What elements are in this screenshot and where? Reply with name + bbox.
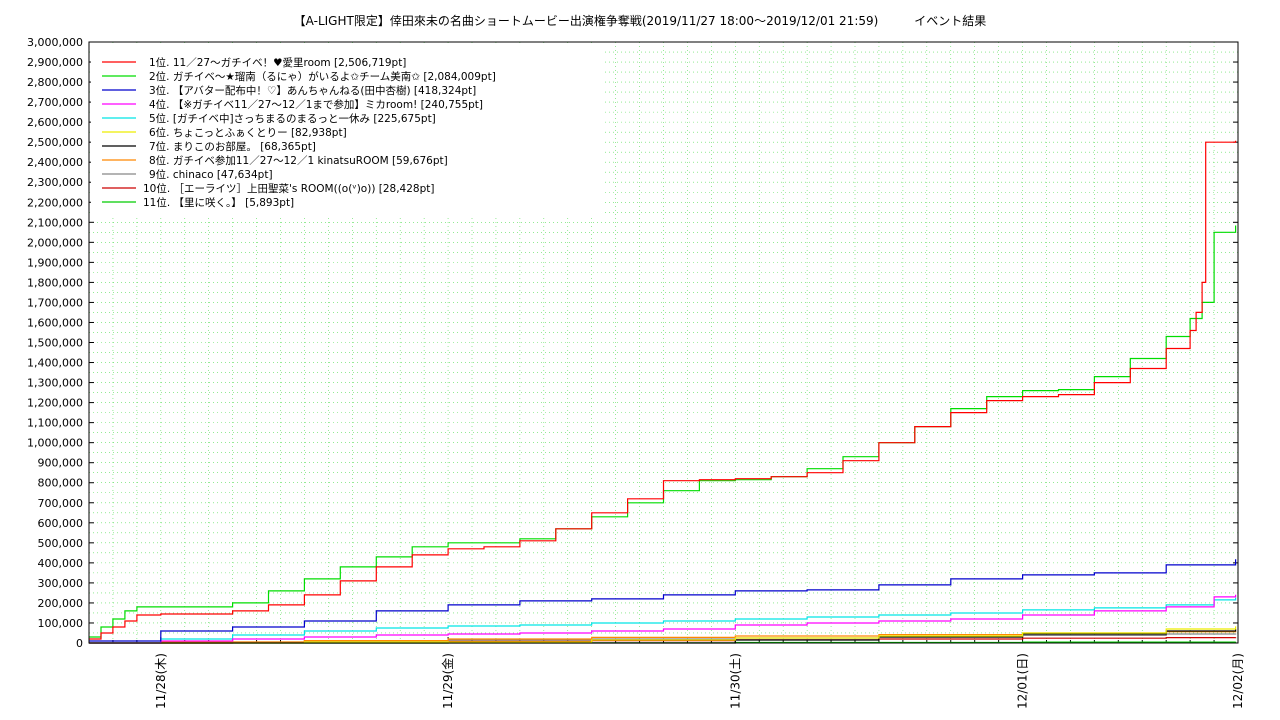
plot-border <box>88 41 1239 644</box>
legend-entry: 6位. ちょこっとふぁくとりー [82,938pt] <box>149 126 347 139</box>
y-tick-label: 1,900,000 <box>27 256 83 269</box>
legend-entry: 1位. 11／27〜ガチイベ！♥愛里room [2,506,719pt] <box>149 56 406 69</box>
y-tick-label: 2,800,000 <box>27 76 83 89</box>
legend-entry: 3位. 【アバター配布中！♡】あんちゃんねる(田中杏樹) [418,324pt] <box>149 84 476 97</box>
y-tick-label: 1,300,000 <box>27 377 83 390</box>
y-tick-label: 900,000 <box>38 457 84 470</box>
series-line-1 <box>89 140 1237 640</box>
y-tick-label: 2,000,000 <box>27 236 83 249</box>
y-tick-label: 3,000,000 <box>27 36 83 49</box>
legend-box <box>91 45 605 217</box>
chart-title: 【A-LIGHT限定】倖田來未の名曲ショートムービー出演権争奪戦(2019/11… <box>293 14 987 28</box>
x-tick-label: 12/01(日) <box>1016 653 1030 709</box>
y-tick-label: 600,000 <box>38 517 84 530</box>
y-tick-label: 2,100,000 <box>27 216 83 229</box>
y-tick-label: 1,000,000 <box>27 437 83 450</box>
y-tick-label: 2,400,000 <box>27 156 83 169</box>
y-tick-label: 500,000 <box>38 537 84 550</box>
y-tick-label: 1,800,000 <box>27 276 83 289</box>
y-tick-label: 1,500,000 <box>27 337 83 350</box>
series-line-3 <box>89 559 1237 642</box>
legend-entry: 11位. 【里に咲く。】 [5,893pt] <box>143 196 294 209</box>
series-line-5 <box>89 597 1237 644</box>
y-tick-label: 400,000 <box>38 557 84 570</box>
y-tick-label: 100,000 <box>38 617 84 630</box>
legend-entry: 5位. [ガチイベ中]さっちまるのまるっと一休み [225,675pt] <box>149 112 436 125</box>
y-tick-label: 1,100,000 <box>27 417 83 430</box>
legend-entry: 7位. まりこのお部屋。 [68,365pt] <box>149 140 316 153</box>
x-tick-label: 12/02(月) <box>1231 653 1245 709</box>
y-tick-label: 200,000 <box>38 597 84 610</box>
y-tick-label: 1,400,000 <box>27 357 83 370</box>
y-tick-label: 1,600,000 <box>27 316 83 329</box>
y-tick-label: 1,200,000 <box>27 397 83 410</box>
series-line-6 <box>89 626 1237 644</box>
y-tick-label: 2,500,000 <box>27 136 83 149</box>
legend-entry: 10位. ［エーライツ］上田聖菜's ROOM((o(ᵛ)o)) [28,428… <box>143 182 434 195</box>
series-line-4 <box>89 594 1237 644</box>
x-tick-label: 11/28(木) <box>154 653 168 709</box>
y-tick-label: 2,700,000 <box>27 96 83 109</box>
series-lines <box>89 140 1237 644</box>
y-axis: 0 100,000 200,000 300,000 400,000 500,000 600,… <box>27 36 1238 650</box>
y-tick-label: 1,700,000 <box>27 296 83 309</box>
y-tick-label: 700,000 <box>38 497 84 510</box>
x-tick-label: 11/29(金) <box>440 653 455 709</box>
y-tick-label: 2,200,000 <box>27 196 83 209</box>
legend-entry: 2位. ガチイベ〜★瑠南（るにゃ）がいるよ✩チーム美南✩ [2,084,009p… <box>149 70 496 83</box>
y-tick-label: 800,000 <box>38 477 84 490</box>
y-tick-label: 2,300,000 <box>27 176 83 189</box>
y-tick-label: 300,000 <box>38 577 84 590</box>
x-tick-label: 11/30(土) <box>728 653 742 709</box>
legend-entry: 9位. chinaco [47,634pt] <box>149 168 273 181</box>
y-tick-label: 0 <box>76 637 83 650</box>
legend-entry: 4位. 【※ガチイベ11／27〜12／1まで参加】ミカroom! [240,75… <box>149 98 483 111</box>
y-tick-label: 2,900,000 <box>27 56 83 69</box>
legend: 1位. 11／27〜ガチイベ！♥愛里room [2,506,719pt]2位. … <box>91 45 605 217</box>
legend-entry: 8位. ガチイベ参加11／27〜12／1 kinatsuROOM [59,676… <box>149 154 448 167</box>
y-tick-label: 2,600,000 <box>27 116 83 129</box>
x-axis: 11/28(木) 11/29(金) 11/30(土) 12/01(日) 12/02(月) <box>88 637 1245 709</box>
